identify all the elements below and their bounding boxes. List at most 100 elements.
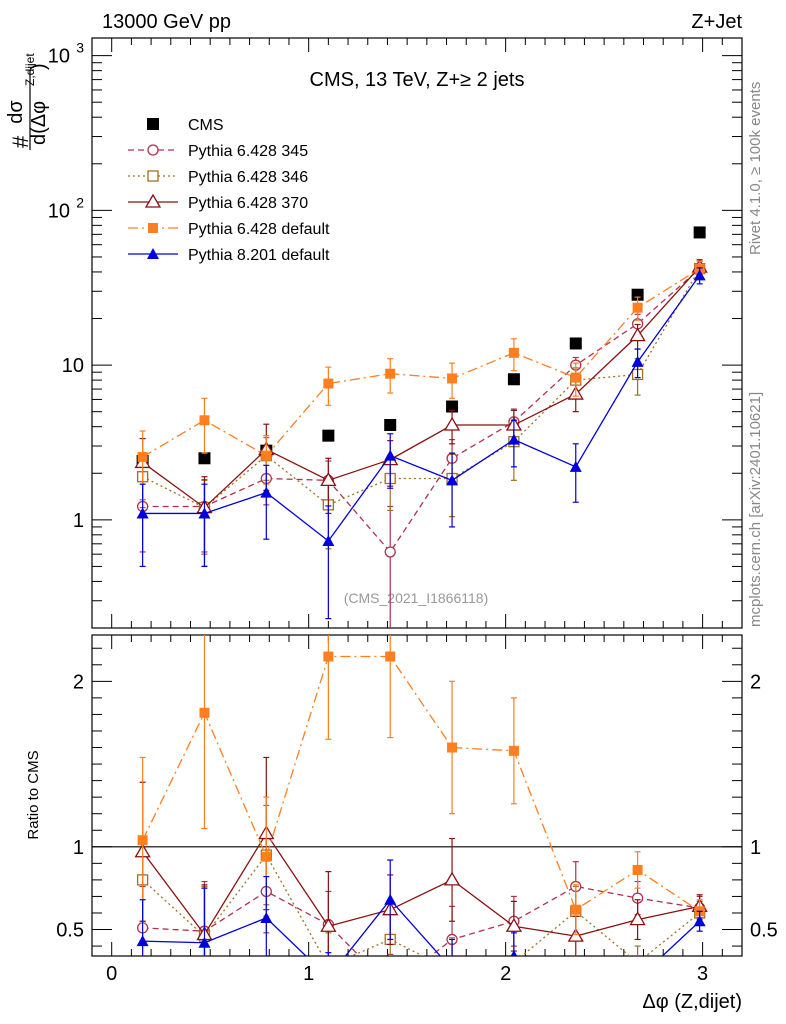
ratio-point-p6_default <box>323 651 334 662</box>
ratio-point-p8_default <box>384 893 397 905</box>
main-series-p6_345 <box>136 260 706 628</box>
ratio-point-p8_default <box>693 915 706 927</box>
main-point-p6_370 <box>629 327 646 342</box>
ratio-series-p8_default <box>136 859 706 984</box>
legend-entry-p6_346: Pythia 6.428 346 <box>128 169 308 186</box>
ylabel-close-paren: ) <box>28 63 50 70</box>
main-point-cms <box>693 226 706 239</box>
main-point-cms <box>569 337 582 350</box>
legend-label-p6_default: Pythia 6.428 default <box>188 221 330 238</box>
rivet-version-label: Rivet 4.1.0, ≥ 100k events <box>747 82 764 255</box>
ratio-series-p6_345 <box>136 849 706 992</box>
ratio-y-axis-label: Ratio to CMS <box>25 750 42 839</box>
ratio-y-tick-label-right: 1 <box>750 837 761 859</box>
ratio-plot-frame <box>91 634 743 957</box>
main-line-p6_default <box>142 268 700 458</box>
main-point-p8_default <box>446 474 459 486</box>
main-point-cms <box>322 429 335 442</box>
main-y-tick-label: 10 <box>48 200 70 222</box>
main-point-p6_default <box>323 378 334 389</box>
main-point-p6_370 <box>320 472 337 486</box>
main-axis-ticks: 1 10 10 2 10 3 <box>48 38 742 629</box>
main-point-p8_default <box>384 449 397 461</box>
main-point-p8_default <box>631 355 644 367</box>
main-point-cms <box>198 452 211 465</box>
main-point-cms <box>507 373 520 386</box>
ratio-point-p6_default <box>447 742 458 753</box>
header-right: Z+Jet <box>691 11 742 33</box>
ratio-point-p6_default <box>261 851 272 862</box>
header-left: 13000 GeV pp <box>102 11 231 33</box>
main-line-p6_345 <box>142 268 701 554</box>
main-y-tick-label: 10 <box>62 355 84 377</box>
ratio-y-tick-label: 1 <box>73 837 84 859</box>
legend-marker-cms <box>147 118 159 130</box>
legend-marker-p6_345 <box>147 144 159 156</box>
main-point-p6_default <box>385 368 396 379</box>
ylabel-superscript: Z,dijet <box>23 53 37 86</box>
ratio-point-p8_default <box>136 935 149 947</box>
x-tick-label: 3 <box>697 963 708 985</box>
main-point-p6_default <box>447 373 458 384</box>
ratio-point-p6_345 <box>385 982 395 992</box>
legend-label-p6_345: Pythia 6.428 345 <box>188 143 308 160</box>
ratio-point-p6_370 <box>505 917 523 932</box>
ratio-point-p6_370 <box>567 927 584 942</box>
ratio-point-p6_370 <box>629 911 646 926</box>
main-point-p8_default <box>198 507 211 519</box>
main-point-p6_default <box>632 302 643 313</box>
plot-title: CMS, 13 TeV, Z+≥ 2 jets <box>310 69 525 91</box>
main-point-p6_default <box>508 347 519 358</box>
main-y-tick-exponent: 3 <box>76 40 84 56</box>
main-series-layer <box>134 226 708 628</box>
mcplots-label: mcplots.cern.ch [arXiv:2401.10621] <box>747 392 764 627</box>
ratio-point-p6_346 <box>633 958 643 968</box>
main-point-p8_default <box>322 534 335 546</box>
main-series-p6_370 <box>134 258 708 568</box>
ylabel-numerator: dσ <box>5 100 27 124</box>
main-y-tick-label: 10 <box>48 46 70 68</box>
ratio-point-p6_default <box>508 745 519 756</box>
legend-marker-p6_346 <box>147 170 159 182</box>
x-tick-label: 2 <box>500 963 511 985</box>
legend-entry-p6_default: Pythia 6.428 default <box>128 221 330 238</box>
ratio-y-tick-label-right: 0.5 <box>750 920 778 942</box>
main-series-p6_346 <box>136 260 706 555</box>
main-point-cms <box>384 419 397 432</box>
ratio-point-p6_346 <box>323 961 333 971</box>
legend: CMS Pythia 6.428 345 Pythia 6.428 346 Pythi… <box>128 117 330 264</box>
ratio-series-layer <box>134 635 708 992</box>
legend-entry-p8_default: Pythia 8.201 default <box>128 247 330 264</box>
main-point-p8_default <box>260 486 273 498</box>
x-tick-label: 1 <box>303 963 314 985</box>
ratio-axis-ticks: 0 1 2 3 0.5 0.5 1 1 2 2 <box>56 635 778 985</box>
legend-label-p6_370: Pythia 6.428 370 <box>188 195 308 212</box>
main-plot-frame <box>91 37 743 629</box>
main-point-p8_default <box>136 507 149 519</box>
main-point-p6_default <box>261 450 272 461</box>
ratio-point-p6_370 <box>443 871 461 886</box>
ratio-point-p8_default <box>260 911 273 923</box>
main-y-tick-exponent: 2 <box>76 194 84 210</box>
ratio-point-p6_default <box>570 904 581 915</box>
legend-entry-p6_345: Pythia 6.428 345 <box>128 143 308 160</box>
legend-label-p6_346: Pythia 6.428 346 <box>188 169 308 186</box>
ratio-point-p6_default <box>137 835 148 846</box>
ratio-line-p6_346 <box>142 853 701 956</box>
main-point-p6_345 <box>384 546 396 558</box>
ratio-point-p6_default <box>632 864 643 875</box>
legend-entry-cms: CMS <box>147 117 224 134</box>
main-series-p6_default <box>137 260 705 501</box>
ratio-point-p8_default <box>632 973 644 984</box>
main-point-p8_default <box>507 433 520 445</box>
ratio-point-p6_default <box>199 707 210 718</box>
ratio-series-p6_default <box>137 635 705 936</box>
main-line-p8_default <box>142 275 701 542</box>
x-tick-label: 0 <box>106 963 117 985</box>
ylabel-denominator: d(Δφ <box>28 101 50 145</box>
ratio-point-p6_370 <box>320 917 337 932</box>
ratio-line-p6_default <box>142 655 701 912</box>
ratio-y-tick-label: 2 <box>73 671 84 693</box>
watermark-analysis-id: (CMS_2021_I1866118) <box>344 590 489 606</box>
